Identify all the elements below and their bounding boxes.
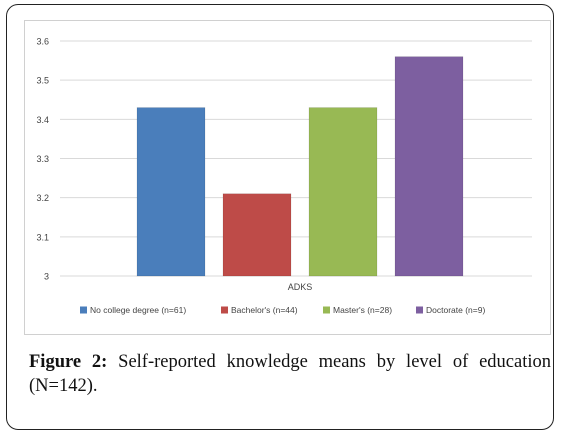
y-tick-label: 3.6: [36, 37, 49, 47]
caption-text: Self-reported knowledge means by level o…: [29, 352, 552, 396]
bar-3: [308, 107, 378, 277]
figure-caption: Figure 2: Self-reported knowledge means …: [29, 350, 551, 398]
bar-2: [222, 193, 292, 277]
bar-chart: 3 3.1 3.2 3.3 3.4 3.5 3.6 ADKS No college degree…: [36, 37, 532, 315]
legend-label-3: Master's (n=28): [333, 305, 392, 315]
chart-area: 3 3.1 3.2 3.3 3.4 3.5 3.6 ADKS No college degree…: [24, 20, 551, 335]
bar-1: [136, 107, 206, 277]
y-tick-label: 3.1: [36, 232, 49, 242]
y-tick-label: 3.3: [36, 154, 49, 164]
figure-label: Figure 2:: [29, 352, 108, 372]
y-tick-label: 3: [44, 272, 49, 282]
figure-frame: 3 3.1 3.2 3.3 3.4 3.5 3.6 ADKS No college degree…: [6, 4, 554, 430]
legend-swatch-3: [323, 306, 330, 314]
bar-4: [394, 56, 464, 277]
y-tick-label: 3.4: [36, 115, 49, 125]
x-category-label: ADKS: [288, 282, 313, 292]
legend-label-1: No college degree (n=61): [90, 305, 186, 315]
y-tick-label: 3.5: [36, 76, 49, 86]
legend-label-2: Bachelor's (n=44): [231, 305, 298, 315]
legend-swatch-4: [416, 306, 423, 314]
legend-label-4: Doctorate (n=9): [426, 305, 485, 315]
y-tick-label: 3.2: [36, 193, 49, 203]
legend-swatch-2: [221, 306, 228, 314]
legend-swatch-1: [80, 306, 87, 314]
